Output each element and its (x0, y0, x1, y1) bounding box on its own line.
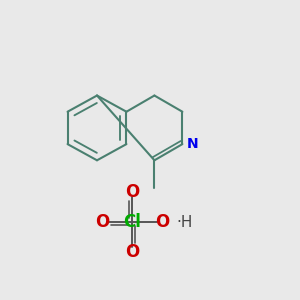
Text: O: O (125, 243, 140, 261)
Text: O: O (95, 213, 109, 231)
Text: O: O (155, 213, 170, 231)
Text: O: O (125, 183, 140, 201)
Text: Cl: Cl (123, 213, 141, 231)
Text: N: N (187, 137, 198, 151)
Text: ·H: ·H (176, 214, 193, 230)
